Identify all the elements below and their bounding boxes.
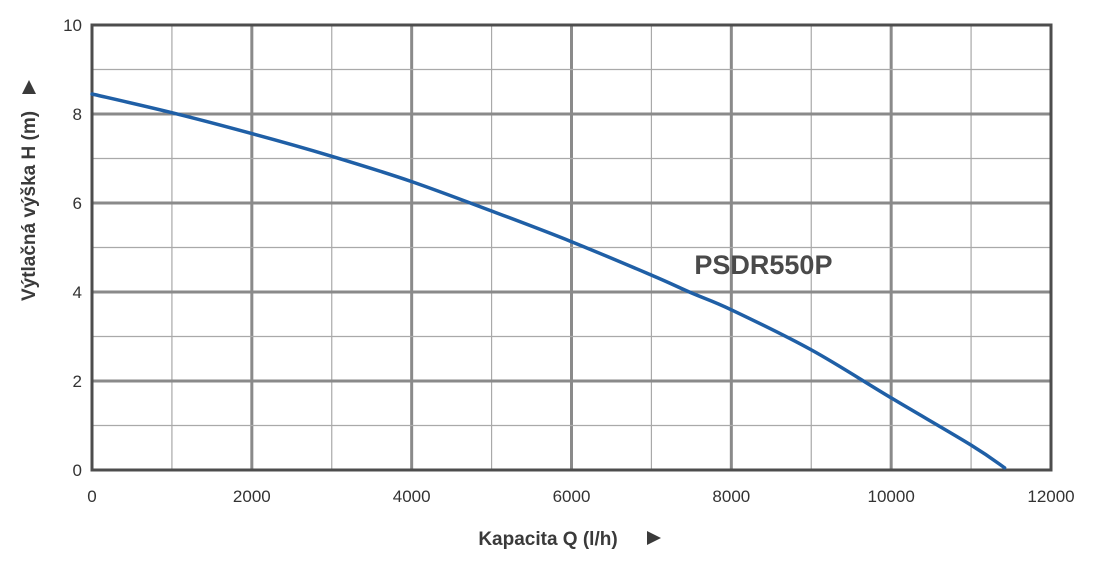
x-axis-label: Kapacita Q (l/h) xyxy=(478,529,617,550)
chart-grid xyxy=(92,25,1051,470)
x-tick-label: 4000 xyxy=(393,487,431,506)
y-tick-label: 0 xyxy=(73,461,82,480)
series-layer xyxy=(90,92,1007,470)
series-label: PSDR550P xyxy=(694,250,832,280)
x-tick-label: 2000 xyxy=(233,487,271,506)
y-tick-label: 6 xyxy=(73,194,82,213)
x-tick-label: 10000 xyxy=(868,487,915,506)
x-tick-label: 8000 xyxy=(712,487,750,506)
series-line xyxy=(90,92,1007,470)
y-tick-label: 8 xyxy=(73,105,82,124)
y-axis-label: Výtlačná výška H (m) xyxy=(19,111,40,301)
y-tick-labels: 0 2 4 6 8 10 xyxy=(63,16,82,480)
plot-frame xyxy=(90,23,1053,472)
x-tick-label: 0 xyxy=(87,487,96,506)
x-tick-labels: 0 2000 4000 6000 8000 10000 12000 xyxy=(87,487,1074,506)
plot-frame-layer xyxy=(90,23,1053,472)
y-axis-arrow-icon xyxy=(22,80,36,94)
x-tick-label: 12000 xyxy=(1027,487,1074,506)
y-tick-label: 10 xyxy=(63,16,82,35)
y-tick-label: 2 xyxy=(73,372,82,391)
x-tick-label: 6000 xyxy=(553,487,591,506)
y-tick-label: 4 xyxy=(73,283,82,302)
x-axis-arrow-icon xyxy=(647,531,661,545)
